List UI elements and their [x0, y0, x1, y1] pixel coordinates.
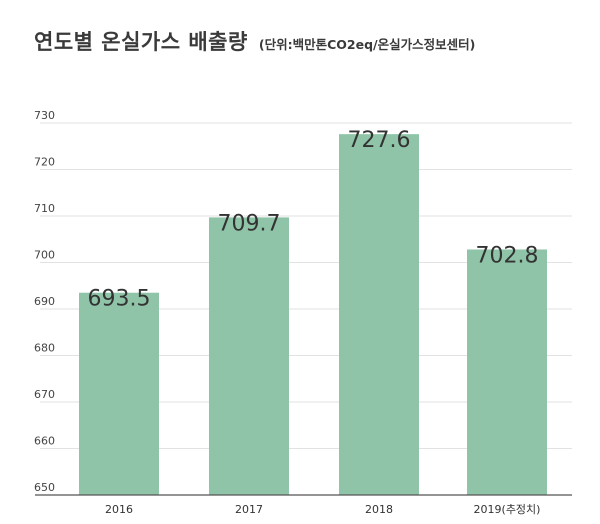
- bar: [209, 217, 289, 495]
- y-tick-label: 710: [34, 202, 55, 215]
- y-tick-label: 700: [34, 249, 55, 262]
- data-label: 702.8: [476, 243, 539, 268]
- x-tick-label: 2018: [365, 503, 393, 516]
- y-tick-label: 680: [34, 342, 55, 355]
- y-tick-label: 720: [34, 156, 55, 169]
- y-tick-label: 650: [34, 481, 55, 494]
- y-tick-label: 730: [34, 109, 55, 122]
- y-tick-label: 670: [34, 388, 55, 401]
- x-tick-label: 2016: [105, 503, 133, 516]
- data-label: 727.6: [348, 128, 411, 153]
- bar: [79, 292, 159, 495]
- data-label: 709.7: [218, 211, 281, 236]
- y-tick-label: 660: [34, 435, 55, 448]
- chart-subtitle: (단위:백만톤CO2eq/온실가스정보센터): [258, 37, 476, 52]
- x-tick-label: 2019(추정치): [474, 503, 541, 516]
- chart-title-row: 연도별 온실가스 배출량 (단위:백만톤CO2eq/온실가스정보센터): [34, 26, 475, 56]
- y-tick-label: 690: [34, 295, 55, 308]
- chart-title: 연도별 온실가스 배출량: [34, 30, 248, 54]
- x-tick-label: 2017: [235, 503, 263, 516]
- bar: [339, 134, 419, 495]
- data-label: 693.5: [88, 287, 151, 312]
- bar: [467, 249, 547, 495]
